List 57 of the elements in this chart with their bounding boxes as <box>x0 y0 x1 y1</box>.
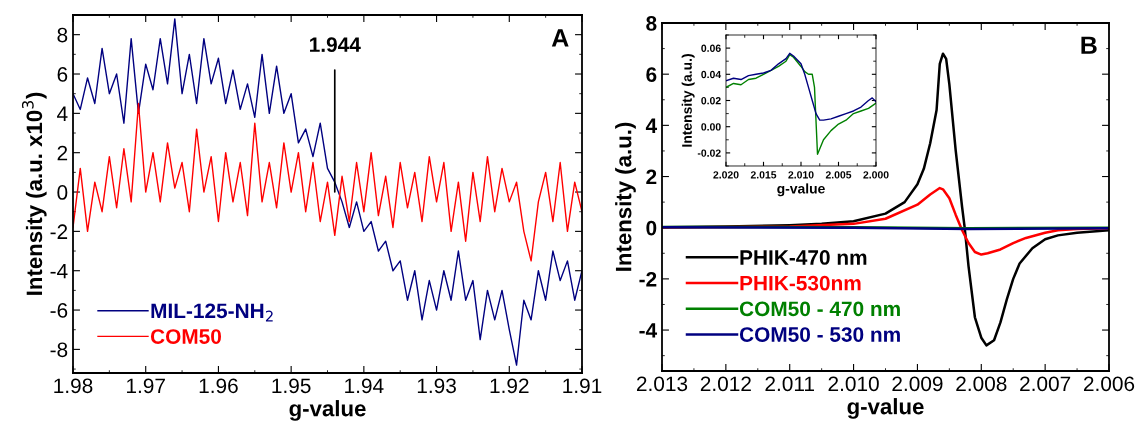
x-axis-title: g-value <box>847 398 924 419</box>
y-tick-label: 2 <box>646 169 657 185</box>
y-axis-title: Intensity (a.u.) <box>615 122 636 271</box>
x-tick-label: 1.91 <box>563 378 602 394</box>
y-tick-label: 0.06 <box>701 44 721 52</box>
x-tick-label: 2.010 <box>828 376 879 392</box>
x-tick-label: 1.94 <box>345 378 384 394</box>
y-tick-label: 0.04 <box>701 70 722 79</box>
y-axis-title: Intensity (a.u.) <box>681 54 695 147</box>
y-tick-label: 4 <box>645 118 658 133</box>
y-tick-label: -0.02 <box>697 149 721 157</box>
x-tick-label: 2.015 <box>750 171 777 179</box>
x-tick-label: 2.008 <box>956 376 1007 392</box>
legend-label: COM50 - 470 nm <box>739 301 900 317</box>
y-tick-label: 6 <box>57 67 68 82</box>
x-tick-label: 2.006 <box>1083 376 1135 392</box>
x-axis-title: g-value <box>777 183 825 197</box>
x-tick-label: 1.92 <box>490 378 529 394</box>
legend-label: MIL-125-NH$_{2}$ <box>151 303 273 322</box>
y-tick-label: 8 <box>646 16 657 31</box>
y-tick-label: -2 <box>50 224 68 239</box>
y-tick-label: 8 <box>57 27 68 43</box>
x-tick-label: 2.013 <box>636 376 688 392</box>
y-tick-label: -8 <box>50 342 68 358</box>
y-tick-label: 0 <box>57 185 68 200</box>
x-tick-label: 2.020 <box>713 171 739 179</box>
y-tick-label: -4 <box>639 323 658 338</box>
y-tick-label: 0.00 <box>701 123 721 131</box>
annotation: 1.944 <box>310 37 361 53</box>
y-tick-label: 0.02 <box>701 97 721 105</box>
x-tick-label: 2.011 <box>765 376 814 392</box>
y-tick-label: 0 <box>646 220 657 236</box>
x-tick-label: 1.96 <box>199 378 238 394</box>
legend-label: COM50 <box>150 329 222 344</box>
annotation: A <box>551 29 569 47</box>
y-tick-label: 2 <box>57 145 68 161</box>
x-tick-label: 2.000 <box>863 171 889 179</box>
legend-label: PHIK-530nm <box>740 275 861 291</box>
legend-label: COM50 - 530 nm <box>739 327 900 342</box>
x-axis-title: g-value <box>289 400 366 421</box>
annotation: B <box>1081 36 1097 54</box>
x-tick-label: 2.010 <box>788 171 814 179</box>
y-tick-label: 6 <box>646 67 657 82</box>
y-tick-label: -4 <box>50 263 68 279</box>
x-tick-label: 2.012 <box>700 376 751 392</box>
y-tick-label: -6 <box>50 303 68 318</box>
y-tick-label: -2 <box>639 271 657 287</box>
x-tick-label: 2.007 <box>1020 376 1071 392</box>
x-tick-label: 2.009 <box>892 376 943 392</box>
x-tick-label: 1.98 <box>54 378 93 394</box>
x-tick-label: 1.97 <box>127 378 165 394</box>
x-tick-label: 1.95 <box>272 378 311 394</box>
legend-label: PHIK-470 nm <box>740 250 867 265</box>
y-axis-title: Intensity (a.u. x10$^{3}$) <box>21 92 47 295</box>
y-tick-label: 4 <box>57 106 68 121</box>
x-tick-label: 1.93 <box>417 378 456 394</box>
x-tick-label: 2.005 <box>825 171 852 179</box>
